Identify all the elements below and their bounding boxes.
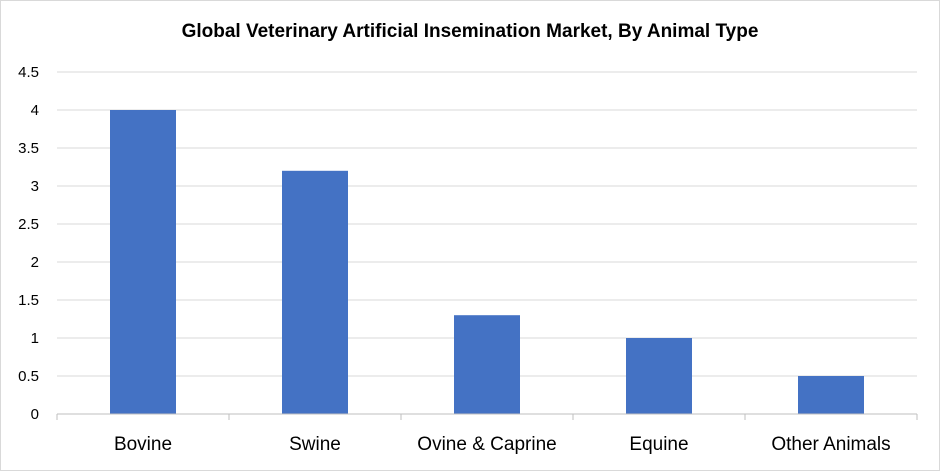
chart-title: Global Veterinary Artificial Inseminatio… [181, 21, 759, 42]
x-tick-label: Other Animals [771, 434, 890, 455]
labels: 0 0.5 1 1.5 2 2.5 3 3.5 4 4.5 Bovine Swine Ovine & C… [18, 64, 891, 455]
y-tick-label: 2 [31, 254, 39, 271]
bar [454, 315, 520, 414]
bars [110, 110, 864, 414]
y-tick-label: 4.5 [18, 64, 39, 81]
axes [56, 413, 918, 420]
x-tick-label: Ovine & Caprine [417, 434, 556, 455]
y-tick-label: 3.5 [18, 140, 39, 157]
y-tick-label: 0 [31, 406, 39, 423]
bar [282, 170, 348, 414]
y-tick-label: 2.5 [18, 216, 39, 233]
x-tick-label: Equine [629, 434, 688, 455]
x-tick-label: Bovine [114, 434, 172, 455]
x-tick-label: Swine [289, 434, 341, 455]
bar [798, 376, 864, 414]
y-tick-label: 1.5 [18, 292, 39, 309]
y-tick-label: 1 [31, 330, 39, 347]
y-tick-label: 4 [31, 102, 39, 119]
y-tick-label: 3 [31, 178, 39, 195]
bar [110, 110, 176, 414]
y-tick-label: 0.5 [18, 368, 39, 385]
bar [626, 338, 692, 414]
